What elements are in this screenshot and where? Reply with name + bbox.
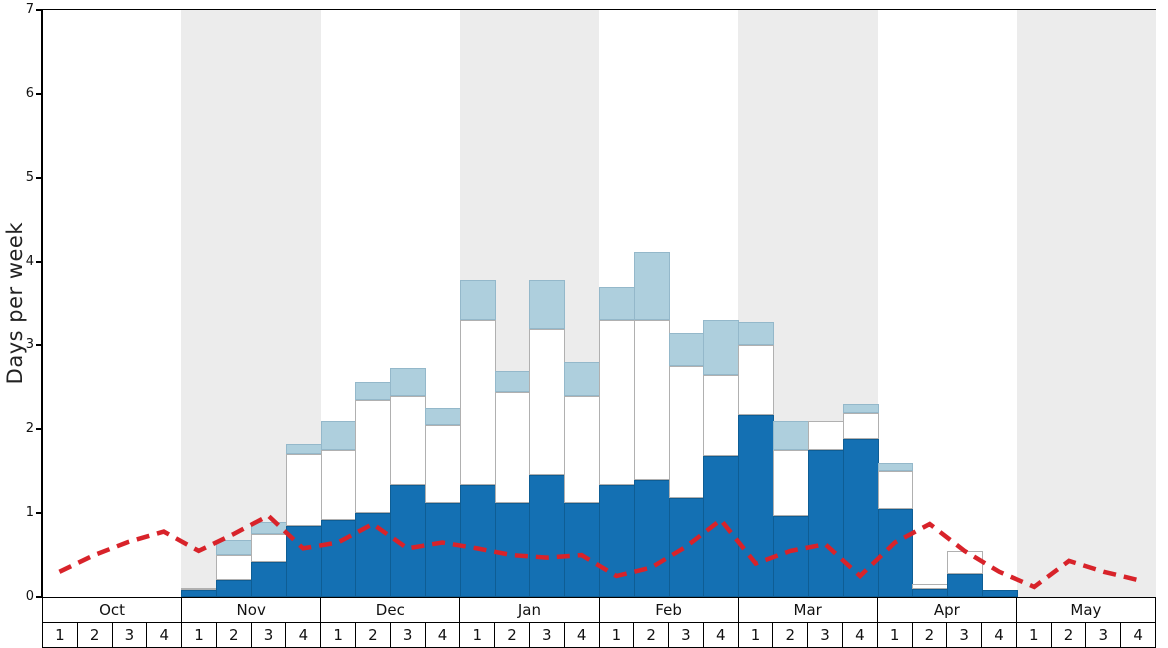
bar-segment-white — [494, 391, 531, 504]
bar-segment-dark-blue — [877, 508, 914, 597]
bar-segment-white — [842, 412, 879, 440]
week-cell: 1 — [460, 623, 496, 648]
bar-segment-dark-blue — [250, 561, 287, 597]
bar-segment-light-blue — [390, 368, 426, 396]
week-cell: 4 — [564, 623, 600, 648]
bar-segment-light-blue — [633, 251, 670, 321]
week-cell: 4 — [147, 623, 183, 648]
y-axis-title: Days per week — [3, 222, 27, 385]
bar-segment-dark-blue — [738, 415, 775, 597]
week-cell: 3 — [390, 623, 426, 648]
bar-segment-dark-blue — [633, 479, 670, 597]
y-tick-label: 7 — [25, 2, 34, 17]
week-cell: 4 — [1121, 623, 1156, 648]
week-cell: 1 — [738, 623, 774, 648]
bar-segment-light-blue — [459, 280, 496, 321]
week-cell: 1 — [182, 623, 217, 648]
y-tick-mark — [36, 176, 42, 179]
month-cell-may: May — [1016, 597, 1156, 623]
week-cell: 1 — [877, 623, 913, 648]
week-cell: 1 — [1016, 623, 1052, 648]
month-cell-feb: Feb — [599, 597, 739, 623]
y-tick-label: 3 — [25, 337, 34, 353]
bar-segment-dark-blue — [842, 439, 879, 597]
week-cell: 2 — [634, 623, 670, 648]
bar-segment-white — [424, 425, 461, 504]
bar-segment-dark-blue — [320, 519, 357, 597]
week-cell: 4 — [842, 623, 878, 648]
y-tick-label: 6 — [25, 85, 34, 101]
week-cell: 2 — [495, 623, 530, 648]
week-cell: 3 — [1086, 623, 1122, 648]
y-tick-label: 4 — [25, 253, 34, 269]
bar-segment-white — [773, 450, 809, 516]
week-cell: 2 — [912, 623, 948, 648]
month-cell-apr: Apr — [877, 597, 1017, 623]
week-cell: 3 — [669, 623, 704, 648]
plot-top-line — [41, 9, 1156, 10]
bar-segment-light-blue — [320, 420, 357, 451]
week-cell: 3 — [529, 623, 565, 648]
y-tick-mark — [36, 596, 42, 598]
week-cell: 3 — [947, 623, 983, 648]
month-cell-nov: Nov — [182, 597, 322, 623]
bar-segment-white — [703, 374, 740, 457]
y-tick-label: 5 — [25, 169, 34, 185]
y-tick-mark — [36, 9, 42, 11]
plot-area — [42, 10, 1156, 597]
bar-segment-dark-blue — [981, 590, 1018, 597]
red-dashed-line — [58, 512, 1140, 590]
week-cell: 4 — [425, 623, 461, 648]
week-cell: 2 — [773, 623, 809, 648]
y-tick-mark — [36, 512, 42, 515]
y-tick-mark — [36, 92, 42, 95]
y-tick-mark — [36, 260, 42, 263]
week-cell: 2 — [216, 623, 252, 648]
week-cell: 1 — [43, 623, 78, 648]
week-cell: 2 — [77, 623, 113, 648]
bar-segment-white — [390, 395, 426, 486]
bar-segment-light-blue — [842, 404, 879, 413]
week-cell: 4 — [703, 623, 739, 648]
month-cell-mar: Mar — [738, 597, 878, 623]
y-tick-label: 0 — [25, 589, 34, 604]
bar-segment-white — [738, 345, 775, 416]
week-cell: 3 — [112, 623, 148, 648]
bar-segment-light-blue — [564, 362, 600, 396]
bar-segment-light-blue — [877, 462, 914, 472]
bar-segment-white — [459, 320, 496, 486]
bar-segment-white — [599, 320, 635, 486]
bar-segment-light-blue — [738, 321, 775, 346]
bar-segment-white — [807, 420, 844, 451]
week-cell: 3 — [808, 623, 843, 648]
bar-segment-dark-blue — [668, 498, 705, 597]
week-cell: 2 — [1051, 623, 1087, 648]
week-cell: 2 — [356, 623, 391, 648]
y-tick-label: 1 — [25, 505, 34, 521]
month-axis: Oct Nov Dec Jan Feb Mar Apr May — [42, 597, 1156, 623]
bar-segment-light-blue — [529, 280, 566, 329]
week-cell: 3 — [251, 623, 287, 648]
month-cell-oct: Oct — [43, 597, 183, 623]
month-cell-jan: Jan — [460, 597, 600, 623]
bar-segment-dark-blue — [529, 475, 566, 597]
y-tick-mark — [36, 344, 42, 347]
month-band-may — [1016, 10, 1156, 597]
bar-segment-white — [668, 366, 705, 499]
month-cell-dec: Dec — [321, 597, 461, 623]
y-tick-label: 2 — [25, 421, 34, 437]
week-cell: 4 — [286, 623, 322, 648]
week-cell: 1 — [321, 623, 357, 648]
bar-segment-dark-blue — [564, 503, 600, 597]
bar-segment-white — [877, 471, 914, 509]
bar-segment-white — [355, 399, 392, 514]
week-cell: 1 — [599, 623, 635, 648]
bar-segment-dark-blue — [599, 485, 635, 597]
y-axis-line — [41, 9, 43, 598]
y-tick-mark — [36, 428, 42, 431]
week-cell: 4 — [982, 623, 1017, 648]
bar-segment-dark-blue — [947, 573, 983, 597]
